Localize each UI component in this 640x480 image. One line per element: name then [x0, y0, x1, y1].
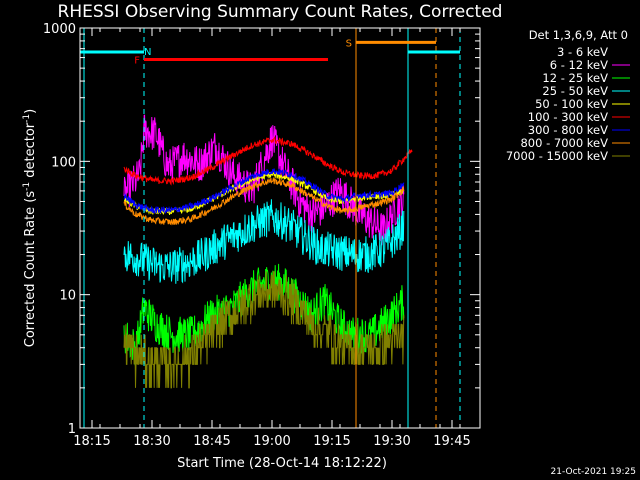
- y-tick-label: 1: [68, 422, 76, 437]
- legend-entry-label: 7000 - 15000 keV: [506, 149, 608, 163]
- y-axis-label-part: detector: [23, 122, 38, 182]
- y-axis-label-sup: -1: [22, 182, 32, 191]
- legend-entry-label: 6 - 12 keV: [550, 58, 608, 72]
- y-tick-label: 10: [59, 289, 76, 304]
- legend-header: Det 1,3,6,9, Att 0: [529, 28, 628, 42]
- x-tick-label: 18:45: [193, 434, 230, 449]
- x-tick-label: 18:15: [73, 434, 110, 449]
- chart-title: RHESSI Observing Summary Count Rates, Co…: [58, 2, 503, 22]
- x-axis-label: Start Time (28-Oct-14 18:12:22): [177, 456, 387, 471]
- footer-timestamp: 21-Oct-2021 19:25: [551, 467, 636, 477]
- legend-entry-label: 3 - 6 keV: [557, 45, 608, 59]
- plot-content: NF S: [80, 28, 461, 428]
- x-tick-label: 19:00: [253, 434, 290, 449]
- y-axis-label-sup: -1: [22, 114, 32, 123]
- x-tick-label: 19:30: [373, 434, 410, 449]
- y-axis-label-part: ): [23, 109, 38, 114]
- series-line: [123, 168, 405, 215]
- flag-label: F: [134, 56, 140, 67]
- legend-entry-label: 100 - 300 keV: [528, 110, 608, 124]
- legend-entry-label: 300 - 800 keV: [528, 123, 608, 137]
- x-tick-label: 19:45: [433, 434, 470, 449]
- legend-entry-label: 12 - 25 keV: [542, 71, 608, 85]
- series-line: [123, 176, 405, 226]
- flag-label: N: [144, 47, 151, 58]
- series-line: [123, 271, 405, 389]
- legend-entry-label: 50 - 100 keV: [535, 97, 608, 111]
- y-axis-label-part: Corrected Count Rate (s: [23, 191, 38, 348]
- x-tick-label: 18:30: [133, 434, 170, 449]
- flag-label: S: [346, 38, 352, 49]
- series-line: [123, 199, 405, 284]
- legend-entry-label: 800 - 7000 keV: [520, 136, 608, 150]
- series-line: [123, 171, 405, 215]
- y-tick-label: 1000: [43, 22, 76, 37]
- legend-entry-label: 25 - 50 keV: [542, 84, 608, 98]
- x-tick-label: 19:15: [313, 434, 350, 449]
- y-axis-label: Corrected Count Rate (s-1 detector-1): [22, 109, 38, 347]
- series-line: [123, 136, 413, 186]
- y-tick-label: 100: [51, 155, 76, 170]
- axes-ticks: 18:15 18:30 18:45 19:00 19:15 19:30 19:45 1 10 10…: [43, 22, 481, 449]
